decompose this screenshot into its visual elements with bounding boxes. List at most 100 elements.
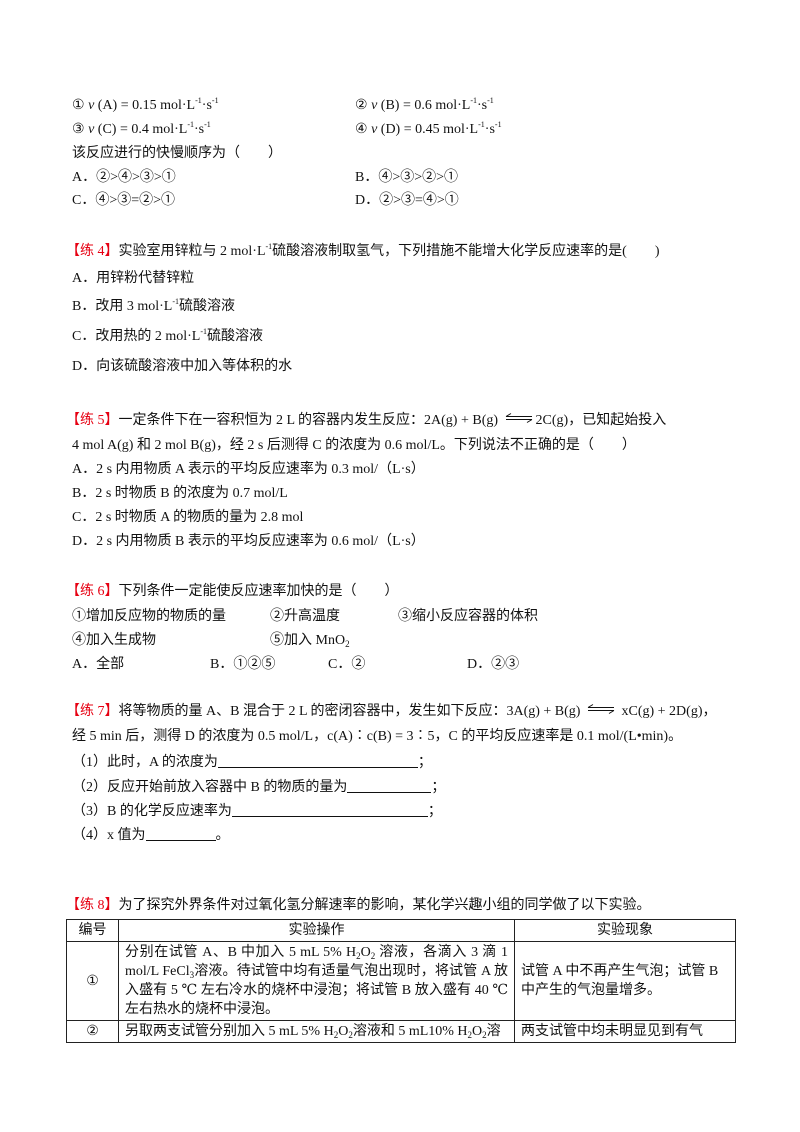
row-id: ①: [66, 941, 119, 1021]
text-segment: 硫酸溶液: [179, 299, 236, 314]
q6-option-a: A．全部: [72, 657, 125, 672]
italic-symbol: v: [88, 122, 95, 137]
q5-option-b: B．2 s 时物质 B 的浓度为 0.7 mol/L: [72, 486, 288, 501]
equilibrium-arrow-icon: [505, 413, 532, 423]
q6-option-c: C．②: [328, 657, 366, 672]
q5-stem-line2: 4 mol A(g) 和 2 mol B(g)，经 2 s 后测得 C 的浓度为…: [72, 438, 636, 453]
q7-part-3: （3）B 的化学反应速率为；: [72, 802, 442, 819]
q4-option-d: D．向该硫酸溶液中加入等体积的水: [72, 358, 292, 376]
q8-stem: 【练 8】为了探究外界条件对过氧化氢分解速率的影响，某化学兴趣小组的同学做了以下…: [66, 897, 651, 915]
q3-item-1: ① v (A) = 0.15 mol·L-1·s-1: [72, 97, 219, 115]
superscript: -1: [200, 327, 208, 336]
answer-blank[interactable]: [231, 802, 428, 817]
q3-option-b: B．④>③>②>①: [355, 170, 459, 185]
q4-option-c: C．改用热的 2 mol·L-1硫酸溶液: [72, 328, 263, 346]
subscript: 2: [467, 1030, 473, 1040]
superscript: -1: [265, 242, 273, 251]
text-segment: 溶: [486, 1024, 501, 1039]
text-segment: (D) = 0.45 mol·L: [377, 122, 479, 137]
q5-stem-a: 一定条件下在一容积恒为 2 L 的容器内发生反应：2A(g) + B(g): [118, 413, 502, 428]
q3-item-3: ③ v (C) = 0.4 mol·L-1·s-1: [72, 121, 211, 139]
superscript: -1: [211, 96, 219, 105]
text-segment: O: [472, 1024, 483, 1039]
text-segment: O: [360, 945, 371, 960]
text-segment: ②: [355, 98, 372, 113]
superscript: -1: [204, 120, 211, 129]
subscript: 2: [333, 1030, 339, 1040]
subscript: 2: [482, 1030, 487, 1040]
subscript: 2: [356, 951, 361, 961]
italic-symbol: v: [371, 122, 378, 137]
q5-label: 【练 5】: [66, 413, 119, 428]
row-operation: 另取两支试管分别加入 5 mL 5% H2O2溶液和 5 mL10% H2O2溶: [118, 1020, 515, 1043]
table-row: ① 分别在试管 A、B 中加入 5 mL 5% H2O2 溶液，各滴入 3 滴 …: [66, 941, 736, 1021]
q3-item-4: ④ v (D) = 0.45 mol·L-1·s-1: [355, 121, 502, 139]
q7-stem-line1: 【练 7】将等物质的量 A、B 混合于 2 L 的密闭容器中，发生如下反应：3A…: [66, 703, 716, 721]
text-segment: 分别在试管 A、B 中加入 5 mL 5% H: [125, 945, 357, 960]
text-segment: 硫酸溶液: [207, 329, 264, 344]
q6-option-d: D．②③: [467, 657, 520, 672]
text-segment: 硫酸溶液制取氢气，下列措施不能增大化学反应速率的是( ): [272, 244, 660, 259]
superscript: -1: [494, 120, 502, 129]
q3-item-2: ② v (B) = 0.6 mol·L-1·s-1: [355, 97, 494, 115]
q5-option-a: A．2 s 内用物质 A 表示的平均反应速率为 0.3 mol/（L·s）: [72, 462, 425, 477]
header-operation: 实验操作: [118, 919, 515, 942]
superscript: -1: [478, 120, 485, 129]
text-segment: ⑤加入 MnO: [270, 633, 346, 648]
q7-stem-line2: 经 5 min 后，测得 D 的浓度为 0.5 mol/L，c(A)∶c(B) …: [72, 729, 683, 744]
q5-option-c: C．2 s 时物质 A 的物质的量为 2.8 mol: [72, 510, 304, 525]
text-segment: 溶液。待试管中均有适量气泡出现时，将试管 A 放入盛有 5 ℃ 左右冷水的烧杯中…: [125, 964, 508, 1017]
q6-cond-5: ⑤加入 MnO2: [270, 632, 350, 650]
subscript: 2: [345, 639, 350, 649]
q6-cond-2: ②升高温度: [270, 609, 340, 624]
q4-option-a: A．用锌粉代替锌粒: [72, 270, 194, 288]
text-segment: O: [338, 1024, 349, 1039]
text-segment: ·s: [477, 98, 488, 113]
q7-label: 【练 7】: [66, 704, 119, 719]
q6-stem: 【练 6】下列条件一定能使反应速率加快的是（ ）: [66, 583, 399, 601]
text-segment: ③: [72, 122, 89, 137]
text-segment: D．向该硫酸溶液中加入等体积的水: [72, 359, 293, 374]
row-id: ②: [66, 1020, 119, 1043]
superscript: -1: [195, 96, 202, 105]
text-segment: 溶液和 5 mL10% H: [352, 1024, 468, 1039]
q6-label: 【练 6】: [66, 584, 119, 599]
row-operation: 分别在试管 A、B 中加入 5 mL 5% H2O2 溶液，各滴入 3 滴 1 …: [118, 941, 515, 1021]
q4-label: 【练 4】: [66, 244, 119, 259]
q7-stem-b: xC(g) + 2D(g)，: [617, 704, 717, 719]
q3-option-a: A．②>④>③>①: [72, 170, 176, 185]
table-header-row: 编号 实验操作 实验现象: [66, 919, 736, 942]
superscript: -1: [487, 96, 494, 105]
q4-stem: 【练 4】实验室用锌粒与 2 mol·L-1硫酸溶液制取氢气，下列措施不能增大化…: [66, 243, 660, 261]
row-result: 两支试管中均未明显见到有气: [514, 1020, 736, 1043]
experiment-table: 编号 实验操作 实验现象 ① 分别在试管 A、B 中加入 5 mL 5% H2O…: [66, 919, 736, 1043]
q6-option-b: B．①②⑤: [210, 657, 276, 672]
q5-stem-b: 2C(g)，已知起始投入: [535, 413, 667, 428]
text-segment: A．用锌粉代替锌粒: [72, 271, 195, 286]
q4-option-b: B．改用 3 mol·L-1硫酸溶液: [72, 298, 235, 316]
italic-symbol: v: [88, 98, 95, 113]
subscript: 2: [348, 1030, 353, 1040]
answer-blank[interactable]: [145, 826, 216, 841]
table-row: ② 另取两支试管分别加入 5 mL 5% H2O2溶液和 5 mL10% H2O…: [66, 1020, 736, 1043]
q7-part-1: （1）此时，A 的浓度为；: [72, 753, 432, 770]
text-segment: B．改用 3 mol·L: [72, 299, 173, 314]
q6-cond-4: ④加入生成物: [72, 633, 156, 648]
q8-stem-text: 为了探究外界条件对过氧化氢分解速率的影响，某化学兴趣小组的同学做了以下实验。: [118, 898, 651, 913]
superscript: -1: [187, 120, 195, 129]
text-segment: (A) = 0.15 mol·L: [94, 98, 196, 113]
text-segment: ①: [72, 98, 89, 113]
superscript: -1: [172, 297, 180, 306]
answer-blank[interactable]: [347, 778, 432, 793]
text-segment: (B) = 0.6 mol·L: [377, 98, 471, 113]
text-segment: C．改用热的 2 mol·L: [72, 329, 201, 344]
q5-stem-line1: 【练 5】一定条件下在一容积恒为 2 L 的容器内发生反应：2A(g) + B(…: [66, 412, 666, 430]
text-segment: ·s: [194, 122, 205, 137]
q6-cond-1: ①增加反应物的物质的量: [72, 609, 226, 624]
answer-blank[interactable]: [217, 753, 418, 768]
q3-question: 该反应进行的快慢顺序为（ ）: [72, 146, 282, 161]
q4-stem-text: 实验室用锌粒与 2 mol·L-1硫酸溶液制取氢气，下列措施不能增大化学反应速率…: [119, 242, 660, 260]
subscript: 3: [189, 970, 195, 980]
q6-cond-3: ③缩小反应容器的体积: [398, 609, 538, 624]
row-result: 试管 A 中不再产生气泡；试管 B 中产生的气泡量增多。: [514, 941, 736, 1021]
